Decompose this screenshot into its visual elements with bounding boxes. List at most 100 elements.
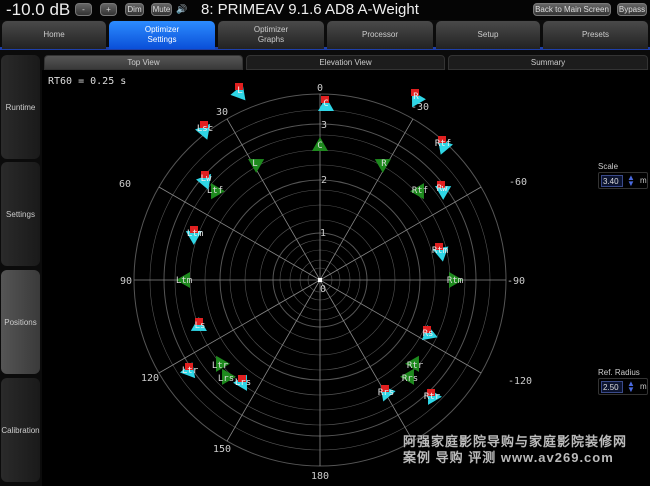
measured-speaker-flag	[190, 226, 198, 233]
grid-spoke	[226, 118, 321, 281]
tab-setup[interactable]: Setup	[436, 21, 540, 49]
scale-control: Scale ▲▼ m	[598, 162, 648, 189]
measured-speaker-flag	[238, 375, 246, 382]
preset-title: 8: PRIMEAV 9.1.6 AD8 A-Weight	[201, 1, 419, 18]
angle-label: -60	[509, 177, 527, 188]
top-bar: -10.0 dB - + Dim Mute 🔊 8: PRIMEAV 9.1.6…	[0, 0, 650, 20]
measured-speaker-flag	[201, 171, 209, 178]
angle-label: 150	[213, 444, 231, 455]
ref-radius-unit: m	[640, 382, 647, 391]
back-to-main-button[interactable]: Back to Main Screen	[533, 3, 611, 16]
grid-spoke	[158, 186, 321, 281]
measured-speaker-label: Rrs	[378, 388, 394, 398]
measured-speaker-marker	[435, 186, 452, 200]
target-speaker-label: Lrs	[218, 374, 234, 384]
grid-spoke	[319, 279, 414, 442]
target-speaker-label: Rtm	[447, 276, 463, 286]
target-speaker-marker	[176, 272, 190, 288]
target-speaker-marker	[449, 272, 463, 288]
measured-speaker-label: L	[237, 86, 242, 96]
ref-radius-control: Ref. Radius ▲▼ m	[598, 368, 648, 395]
target-speaker-label: R	[381, 159, 387, 169]
speaker-volume-icon: 🔊	[176, 4, 188, 14]
target-speaker-marker	[405, 355, 419, 372]
dim-button[interactable]: Dim	[125, 3, 144, 16]
tab-elevation-view[interactable]: Elevation View	[246, 55, 445, 70]
ref-radius-input[interactable]	[601, 381, 623, 393]
sidebar: Runtime Settings Positions Calibration	[0, 54, 40, 486]
distance-label: 1	[320, 228, 326, 239]
scale-spinner-icon[interactable]: ▲ ▼	[627, 173, 635, 188]
tab-presets[interactable]: Presets	[543, 21, 648, 49]
watermark-line2: 案例 导购 评测 www.av269.com	[403, 450, 614, 465]
measured-speaker-label: Lsc	[197, 124, 213, 134]
grid-spoke	[319, 118, 414, 281]
grid-spoke	[158, 279, 321, 374]
view-tabs: Top View Elevation View Summary	[42, 55, 650, 70]
sidebar-item-positions[interactable]: Positions	[1, 270, 40, 374]
measured-speaker-label: Ls	[195, 321, 206, 331]
measured-speaker-label: Rw	[437, 184, 448, 194]
tab-processor[interactable]: Processor	[327, 21, 433, 49]
sidebar-item-calibration[interactable]: Calibration	[1, 378, 40, 482]
measured-speaker-flag	[437, 181, 445, 188]
target-speaker-marker	[222, 368, 236, 385]
measured-speaker-flag	[200, 121, 208, 128]
target-speaker-marker	[374, 159, 391, 173]
measured-speaker-label: Lrs	[235, 378, 251, 388]
angle-label: -120	[508, 376, 532, 387]
target-speaker-label: Rtf	[412, 186, 428, 196]
measured-speaker-label: Rtm	[432, 246, 448, 256]
volume-up-button[interactable]: +	[100, 3, 117, 16]
tab-optimizer-graphs[interactable]: Optimizer Graphs	[218, 21, 324, 49]
target-speaker-marker	[248, 159, 265, 173]
measured-speaker-label: C	[323, 99, 328, 109]
measured-speaker-label: Rtf	[435, 139, 451, 149]
target-speaker-label: Ltf	[207, 186, 223, 196]
sidebar-item-runtime[interactable]: Runtime	[1, 55, 40, 159]
angle-label: 0	[317, 83, 323, 94]
target-speaker-marker	[211, 183, 225, 200]
angle-label: 30	[216, 107, 228, 118]
measured-speaker-flag	[185, 363, 193, 370]
plot-area	[42, 70, 650, 486]
measured-speaker-label: R	[413, 92, 419, 102]
measured-speaker-flag	[423, 326, 431, 333]
tab-home[interactable]: Home	[2, 21, 106, 49]
sidebar-item-settings[interactable]: Settings	[1, 162, 40, 266]
measured-speaker-flag	[438, 136, 446, 143]
grid-spoke	[226, 279, 321, 442]
scale-label: Scale	[598, 162, 619, 171]
tab-summary[interactable]: Summary	[448, 55, 648, 70]
volume-down-button[interactable]: -	[75, 3, 92, 16]
measured-speaker-flag	[235, 83, 243, 90]
target-speaker-label: Rtr	[407, 361, 424, 371]
watermark-line1: 阿强家庭影院导购与家庭影院装修网	[403, 434, 628, 449]
distance-label: 2	[321, 175, 327, 186]
angle-label: 90	[120, 276, 132, 287]
distance-label: 0	[320, 284, 326, 295]
bypass-button[interactable]: Bypass	[617, 3, 647, 16]
grid-spoke	[319, 279, 482, 374]
angle-label: 60	[119, 179, 131, 190]
measured-speaker-flag	[411, 89, 419, 96]
angle-label: -30	[411, 102, 429, 113]
measured-speaker-marker	[318, 97, 334, 111]
angle-label: 180	[311, 471, 329, 482]
mute-button[interactable]: Mute	[151, 3, 172, 16]
target-speaker-marker	[216, 355, 230, 372]
target-speaker-label: L	[252, 159, 257, 169]
ref-radius-label: Ref. Radius	[598, 368, 640, 377]
target-speaker-label: Ltm	[176, 276, 192, 286]
distance-label: 3	[321, 120, 327, 131]
measured-speaker-label: Rtr	[424, 392, 441, 402]
main-tabs: Home Optimizer Settings Optimizer Graphs…	[0, 20, 650, 50]
ref-radius-spinner-icon[interactable]: ▲ ▼	[627, 379, 635, 394]
tab-optimizer-settings[interactable]: Optimizer Settings	[109, 21, 215, 49]
measured-speaker-flag	[321, 96, 329, 103]
measured-speaker-marker	[432, 246, 449, 262]
target-speaker-marker	[312, 137, 328, 151]
tab-top-view[interactable]: Top View	[44, 55, 243, 70]
scale-input[interactable]	[601, 175, 623, 187]
